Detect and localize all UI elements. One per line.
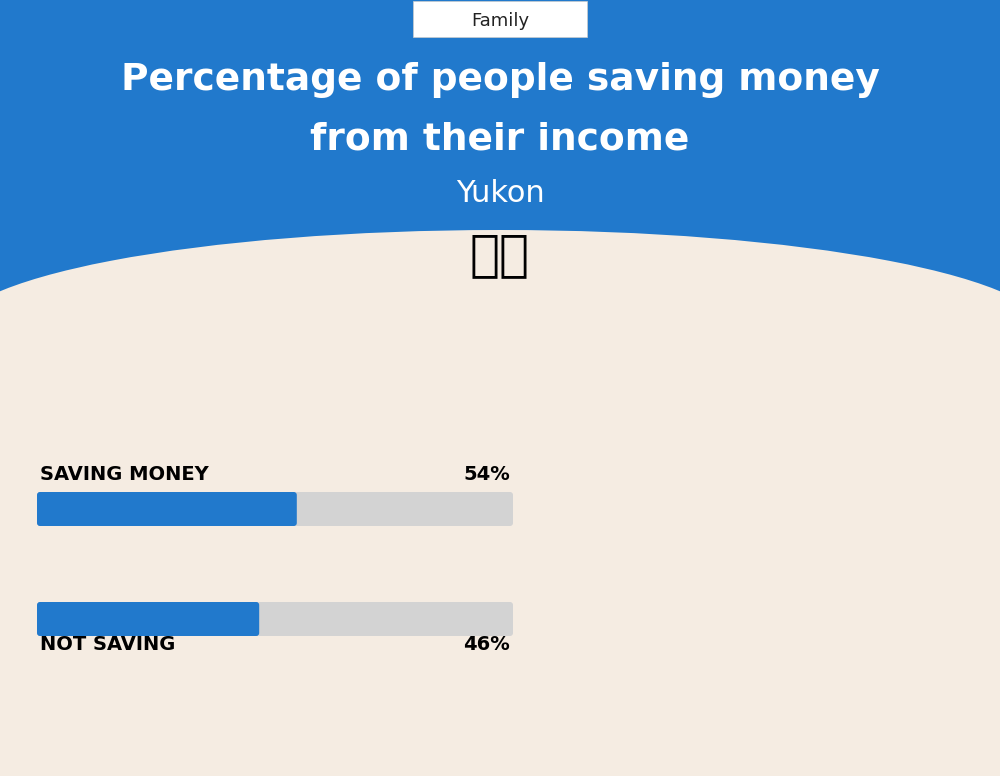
Bar (0, 0, 1000, 290)
Text: 46%: 46% (463, 636, 510, 654)
Text: Yukon: Yukon (456, 178, 544, 207)
Text: 🇨🇦: 🇨🇦 (470, 231, 530, 279)
FancyBboxPatch shape (37, 492, 297, 526)
Ellipse shape (0, 180, 1000, 400)
Text: NOT SAVING: NOT SAVING (40, 636, 175, 654)
Text: Family: Family (471, 12, 529, 30)
FancyBboxPatch shape (37, 602, 513, 636)
Text: 54%: 54% (463, 465, 510, 483)
Text: from their income: from their income (310, 122, 690, 158)
Text: SAVING MONEY: SAVING MONEY (40, 465, 209, 483)
FancyBboxPatch shape (37, 602, 259, 636)
FancyBboxPatch shape (37, 492, 513, 526)
Text: Percentage of people saving money: Percentage of people saving money (121, 62, 879, 98)
Ellipse shape (0, 230, 1000, 440)
FancyBboxPatch shape (413, 1, 587, 37)
